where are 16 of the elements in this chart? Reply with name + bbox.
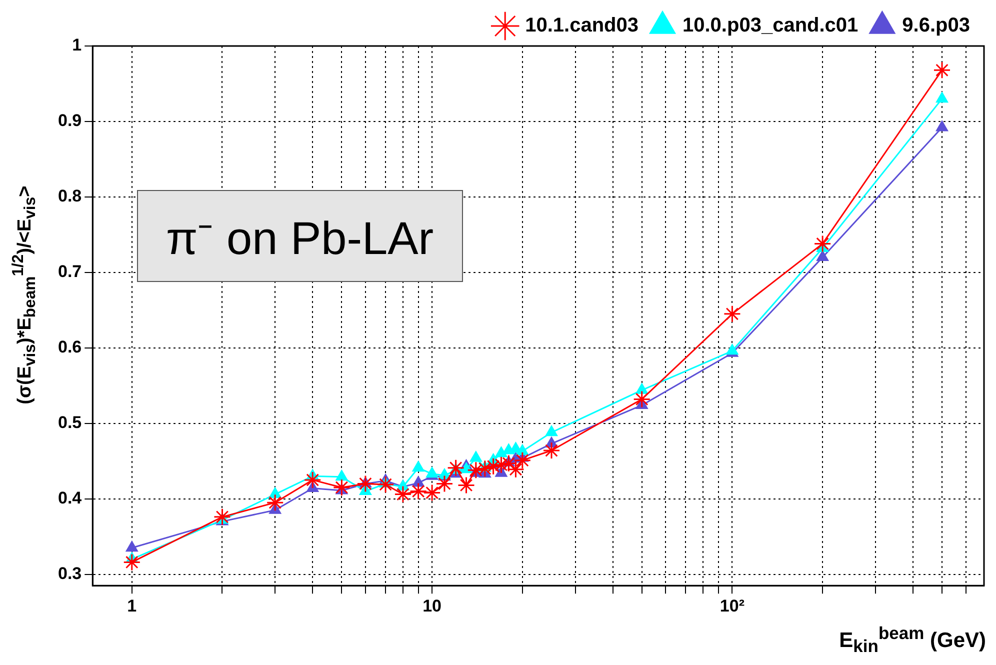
legend-label: 10.1.cand03: [525, 14, 639, 37]
y-tick-label: 1: [72, 36, 82, 55]
y-tick-label: 0.3: [58, 564, 82, 583]
x-tick-label: 1: [127, 596, 137, 616]
y-tick-label: 0.8: [58, 186, 82, 206]
legend-label: 9.6.p03: [902, 14, 970, 37]
annotation: π⁻ on Pb-LAr: [137, 190, 463, 282]
x-tick-label: 10²: [720, 596, 745, 616]
y-tick-label: 0.6: [58, 338, 82, 357]
y-tick-label: 0.9: [58, 111, 82, 130]
y-tick-label: 0.7: [58, 262, 82, 282]
legend-label: 10.0.p03_cand.c01: [682, 14, 858, 37]
x-tick-label: 10: [422, 596, 442, 616]
y-tick-label: 0.5: [58, 413, 82, 432]
y-tick-label: 0.4: [58, 488, 82, 508]
x-axis-title: E$_{kin}$$^{beam}$ (GeV): [839, 622, 986, 657]
